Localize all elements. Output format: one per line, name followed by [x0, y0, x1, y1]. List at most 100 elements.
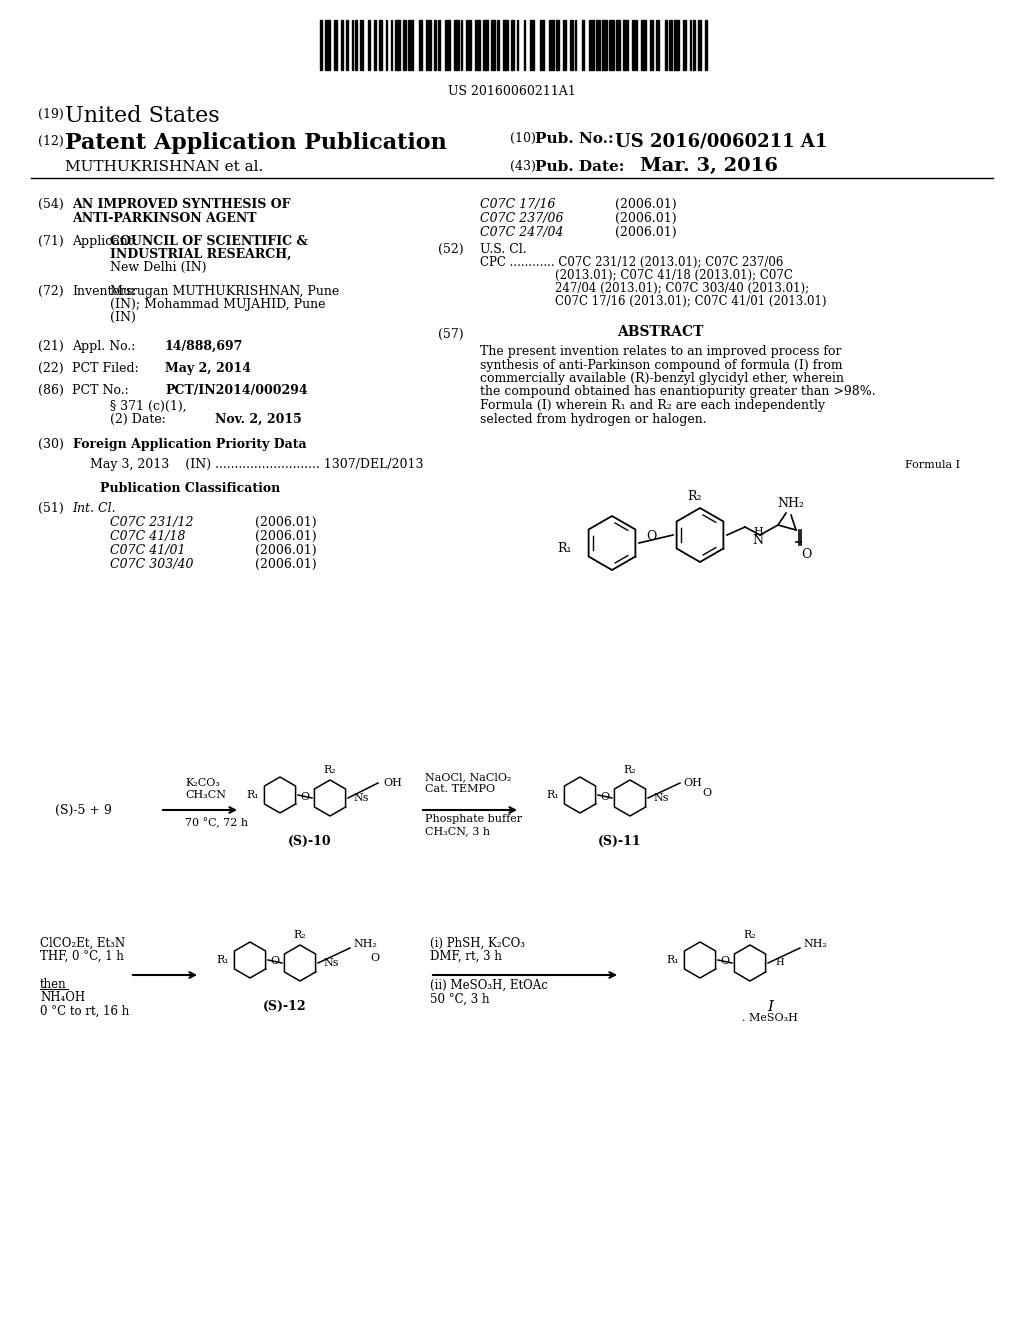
Text: 50 °C, 3 h: 50 °C, 3 h [430, 993, 489, 1006]
Text: (S)-5 + 9: (S)-5 + 9 [55, 804, 112, 817]
Text: (2006.01): (2006.01) [255, 516, 316, 529]
Text: CH₃CN, 3 h: CH₃CN, 3 h [425, 826, 490, 836]
Text: (30): (30) [38, 438, 63, 451]
Text: O: O [600, 792, 609, 801]
Bar [374, 20, 376, 70]
Text: Pub. Date:: Pub. Date: [535, 160, 625, 174]
Text: U.S. Cl.: U.S. Cl. [480, 243, 526, 256]
Bar [540, 20, 545, 70]
Text: 70 °C, 72 h: 70 °C, 72 h [185, 818, 248, 829]
Bar [530, 20, 534, 70]
Text: DMF, rt, 3 h: DMF, rt, 3 h [430, 950, 502, 964]
Bar [589, 20, 594, 70]
Bar [466, 20, 468, 70]
Bar [346, 20, 348, 70]
Text: (51): (51) [38, 502, 63, 515]
Text: Phosphate buffer: Phosphate buffer [425, 814, 522, 824]
Text: (S)-10: (S)-10 [288, 836, 332, 847]
Text: . MeSO₃H: . MeSO₃H [742, 1012, 798, 1023]
Text: (i) PhSH, K₂CO₃: (i) PhSH, K₂CO₃ [430, 937, 525, 950]
Text: then: then [40, 978, 67, 991]
Bar [368, 20, 371, 70]
Text: Inventors:: Inventors: [72, 285, 136, 298]
Text: (57): (57) [438, 327, 464, 341]
Bar [649, 20, 653, 70]
Text: (86): (86) [38, 384, 63, 397]
Bar [355, 20, 357, 70]
Text: (43): (43) [510, 160, 536, 173]
Bar [379, 20, 382, 70]
Text: R₁: R₁ [547, 789, 559, 800]
Bar [351, 20, 353, 70]
Bar [665, 20, 668, 70]
Text: (2013.01); C07C 41/18 (2013.01); C07C: (2013.01); C07C 41/18 (2013.01); C07C [555, 269, 793, 282]
Text: C07C 231/12: C07C 231/12 [110, 516, 194, 529]
Text: H: H [776, 958, 784, 968]
Text: (71): (71) [38, 235, 63, 248]
Text: 247/04 (2013.01); C07C 303/40 (2013.01);: 247/04 (2013.01); C07C 303/40 (2013.01); [555, 282, 809, 294]
Text: Murugan MUTHUKRISHNAN, Pune: Murugan MUTHUKRISHNAN, Pune [110, 285, 339, 298]
Text: C07C 17/16: C07C 17/16 [480, 198, 555, 211]
Text: PCT/IN2014/000294: PCT/IN2014/000294 [165, 384, 307, 397]
Text: O: O [370, 953, 379, 964]
Text: Applicant:: Applicant: [72, 235, 137, 248]
Text: United States: United States [65, 106, 219, 127]
Text: 0 °C to rt, 16 h: 0 °C to rt, 16 h [40, 1005, 129, 1018]
Bar [445, 20, 451, 70]
Text: selected from hydrogen or halogen.: selected from hydrogen or halogen. [480, 412, 707, 425]
Text: NH₂: NH₂ [777, 498, 805, 510]
Text: May 2, 2014: May 2, 2014 [165, 362, 251, 375]
Text: C07C 41/18: C07C 41/18 [110, 531, 185, 543]
Text: (19): (19) [38, 108, 63, 121]
Text: (ii) MeSO₃H, EtOAc: (ii) MeSO₃H, EtOAc [430, 979, 548, 993]
Bar [698, 20, 701, 70]
Bar [683, 20, 686, 70]
Bar [461, 20, 462, 70]
Bar [582, 20, 585, 70]
Text: O: O [300, 792, 309, 801]
Text: AN IMPROVED SYNTHESIS OF: AN IMPROVED SYNTHESIS OF [72, 198, 291, 211]
Text: (2006.01): (2006.01) [615, 213, 677, 224]
Text: Formula (I) wherein R₁ and R₂ are each independently: Formula (I) wherein R₁ and R₂ are each i… [480, 399, 825, 412]
Text: Pub. No.:: Pub. No.: [535, 132, 613, 147]
Bar [674, 20, 679, 70]
Bar [403, 20, 407, 70]
Text: C07C 237/06: C07C 237/06 [480, 213, 563, 224]
Bar [635, 20, 637, 70]
Text: PCT Filed:: PCT Filed: [72, 362, 138, 375]
Text: (2006.01): (2006.01) [255, 558, 316, 572]
Text: ClCO₂Et, Et₃N: ClCO₂Et, Et₃N [40, 937, 125, 950]
Bar [475, 20, 479, 70]
Bar [426, 20, 431, 70]
Text: New Delhi (IN): New Delhi (IN) [110, 261, 207, 275]
Bar [670, 20, 672, 70]
Text: R₁: R₁ [216, 954, 229, 965]
Text: O: O [646, 529, 656, 543]
Text: C07C 247/04: C07C 247/04 [480, 226, 563, 239]
Text: Patent Application Publication: Patent Application Publication [65, 132, 446, 154]
Text: (S)-12: (S)-12 [263, 1001, 307, 1012]
Text: (10): (10) [510, 132, 536, 145]
Text: Ns: Ns [353, 793, 369, 803]
Text: US 2016/0060211 A1: US 2016/0060211 A1 [615, 132, 827, 150]
Bar [395, 20, 400, 70]
Text: § 371 (c)(1),: § 371 (c)(1), [110, 400, 186, 413]
Bar [341, 20, 343, 70]
Text: PCT No.:: PCT No.: [72, 384, 129, 397]
Text: R₂: R₂ [743, 931, 757, 940]
Bar [409, 20, 414, 70]
Text: N: N [753, 535, 764, 546]
Text: THF, 0 °C, 1 h: THF, 0 °C, 1 h [40, 950, 124, 964]
Bar [609, 20, 614, 70]
Bar [434, 20, 436, 70]
Text: INDUSTRIAL RESEARCH,: INDUSTRIAL RESEARCH, [110, 248, 292, 261]
Text: US 20160060211A1: US 20160060211A1 [449, 84, 575, 98]
Text: (22): (22) [38, 362, 63, 375]
Bar [419, 20, 422, 70]
Bar [483, 20, 487, 70]
Text: COUNCIL OF SCIENTIFIC &: COUNCIL OF SCIENTIFIC & [110, 235, 308, 248]
Text: R₂: R₂ [688, 490, 702, 503]
Bar [454, 20, 459, 70]
Text: (54): (54) [38, 198, 63, 211]
Bar [504, 20, 508, 70]
